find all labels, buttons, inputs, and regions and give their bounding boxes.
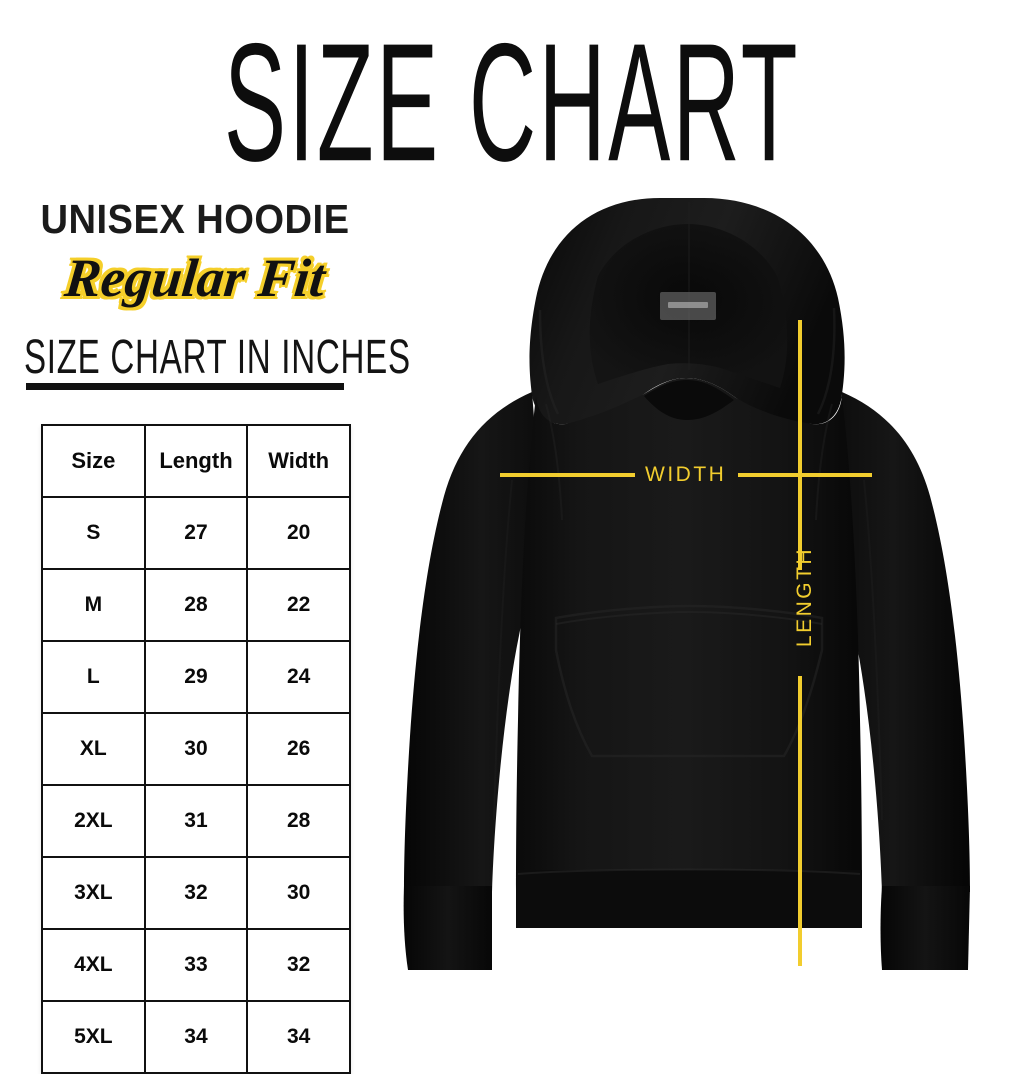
right-cuff: [880, 886, 970, 970]
neck-rib: [644, 380, 734, 420]
cell-width: 34: [246, 1000, 351, 1074]
pocket-top-seam: [555, 610, 823, 625]
hood-fold-left: [538, 309, 560, 415]
right-sleeve-seam: [863, 479, 883, 821]
left-sleeve-seam: [493, 479, 513, 821]
hem-seam-line: [517, 868, 861, 875]
column-header-width: Width: [246, 424, 351, 498]
product-fit: Regular Fit: [62, 248, 328, 308]
cell-size: 5XL: [41, 1000, 146, 1074]
cell-size: 2XL: [41, 784, 146, 858]
table-row: XL 30 26: [41, 712, 351, 786]
cell-length: 27: [143, 496, 249, 570]
column-header-length: Length: [143, 424, 249, 498]
hoodie-illustration: [360, 180, 1020, 1000]
table-header-row: Size Length Width: [41, 424, 351, 498]
cell-length: 28: [143, 568, 249, 642]
table-row: 4XL 33 32: [41, 928, 351, 1002]
units-heading: SIZE CHART IN INCHES: [24, 328, 411, 384]
left-sleeve: [404, 392, 544, 892]
page-title: SIZE CHART: [224, 7, 800, 197]
cell-length: 32: [143, 856, 249, 930]
cell-width: 30: [246, 856, 351, 930]
cell-size: 3XL: [41, 856, 146, 930]
cell-length: 29: [143, 640, 249, 714]
table-row: 5XL 34 34: [41, 1000, 351, 1074]
units-heading-underline: [26, 383, 344, 390]
column-header-size: Size: [41, 424, 146, 498]
kangaroo-pocket: [554, 604, 824, 758]
units-heading-group: SIZE CHART IN INCHES: [0, 328, 411, 390]
product-info-panel: UNISEX HOODIE Regular Fit SIZE CHART IN …: [0, 196, 411, 390]
cell-width: 26: [246, 712, 351, 786]
cell-width: 28: [246, 784, 351, 858]
cell-size: S: [41, 496, 146, 570]
cell-size: L: [41, 640, 146, 714]
cell-length: 34: [143, 1000, 249, 1074]
table-row: L 29 24: [41, 640, 351, 714]
hoodie-graphic: [403, 198, 970, 970]
table-row: 3XL 32 30: [41, 856, 351, 930]
table-row: 2XL 31 28: [41, 784, 351, 858]
cell-size: 4XL: [41, 928, 146, 1002]
cell-length: 30: [143, 712, 249, 786]
table-row: S 27 20: [41, 496, 351, 570]
cell-width: 24: [246, 640, 351, 714]
bottom-hem-rib: [516, 870, 862, 928]
cell-width: 22: [246, 568, 351, 642]
cell-size: XL: [41, 712, 146, 786]
left-cuff: [403, 886, 492, 970]
cell-width: 20: [246, 496, 351, 570]
table-row: M 28 22: [41, 568, 351, 642]
shoulder-seam-left: [545, 403, 563, 521]
cell-length: 31: [143, 784, 249, 858]
hood-fold-right: [816, 307, 836, 415]
size-chart-table: Size Length Width S 27 20 M 28 22 L 29 2…: [41, 424, 351, 1074]
shoulder-seam-right: [815, 403, 833, 521]
hoodie-body: [516, 378, 862, 910]
cell-width: 32: [246, 928, 351, 1002]
product-name: UNISEX HOODIE: [40, 196, 350, 242]
right-sleeve: [830, 392, 970, 892]
neck-label-text: [668, 302, 708, 308]
cell-size: M: [41, 568, 146, 642]
cell-length: 33: [143, 928, 249, 1002]
